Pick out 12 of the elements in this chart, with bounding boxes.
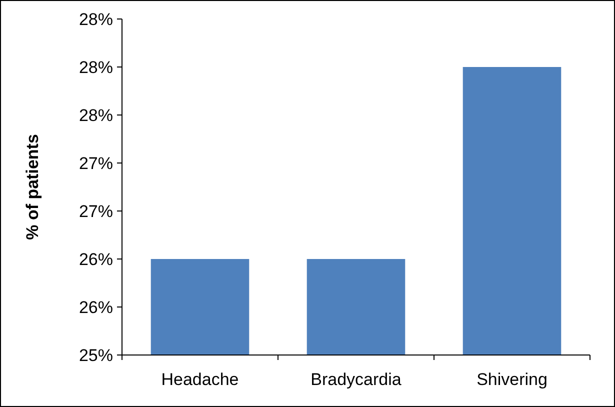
y-tick-label: 28% <box>78 10 113 29</box>
y-tick-label: 27% <box>78 154 113 173</box>
y-tick-label: 27% <box>78 202 113 221</box>
y-axis-title: % of patients <box>23 134 42 240</box>
y-tick-label: 26% <box>78 250 113 269</box>
y-tick-label: 25% <box>78 346 113 365</box>
y-tick-label: 26% <box>78 298 113 317</box>
x-tick-label: Headache <box>161 370 239 389</box>
y-tick-label: 28% <box>78 106 113 125</box>
x-tick-label: Bradycardia <box>310 370 402 389</box>
y-tick-label: 28% <box>78 58 113 77</box>
x-tick-label: Shivering <box>476 370 548 389</box>
